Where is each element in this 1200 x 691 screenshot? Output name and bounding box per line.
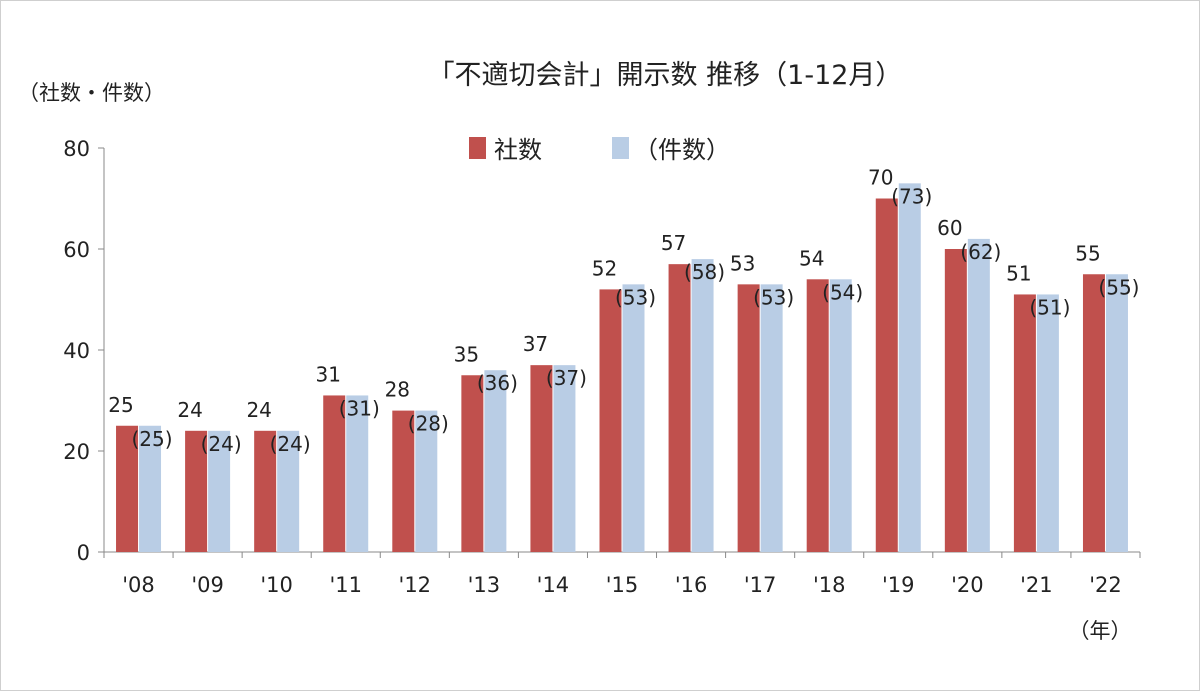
y-tick-label: 60 (63, 238, 90, 262)
data-label-series-2: (31) (339, 396, 380, 420)
y-tick-label: 0 (77, 541, 90, 565)
x-tick-label: '12 (399, 573, 432, 597)
data-label-series-2: (25) (132, 427, 173, 451)
legend-swatch-series-2 (612, 137, 629, 159)
data-label-series-2: (58) (684, 260, 725, 284)
x-tick-label: '22 (1089, 573, 1122, 597)
legend-swatch-series-1 (469, 137, 486, 159)
y-axis-label: （社数・件数） (18, 81, 165, 105)
bar-series-1 (599, 289, 622, 552)
bar-series-2 (208, 430, 231, 552)
x-axis: '08 '09 '10 '11 '12 '13 '14 '15 '16 '17 '18 '19 '20 '… (103, 551, 1141, 597)
x-tick-label: '08 (122, 573, 155, 597)
data-label-series-1: 35 (454, 342, 479, 366)
data-label-series-1: 52 (592, 256, 617, 280)
data-label-series-1: 28 (385, 378, 410, 402)
x-tick-label: '10 (260, 573, 293, 597)
data-label-series-2: (62) (960, 240, 1001, 264)
data-label-series-1: 60 (937, 216, 962, 240)
data-label-series-1: 24 (246, 398, 271, 422)
bar-series-1 (185, 430, 208, 552)
data-labels: 25(25)24(24)24(24)31(31)28(28)35(36)37(3… (108, 166, 1139, 456)
bar-series-1 (530, 365, 553, 552)
data-label-series-1: 55 (1075, 241, 1100, 265)
bar-series-1 (254, 430, 277, 552)
data-label-series-2: (37) (546, 366, 587, 390)
bar-series-1 (323, 395, 346, 552)
bar-series-2 (346, 395, 369, 552)
data-label-series-1: 31 (316, 362, 341, 386)
bar-series-1 (392, 410, 415, 552)
x-tick-label: '17 (744, 573, 777, 597)
data-label-series-2: (51) (1029, 295, 1070, 319)
data-label-series-2: (55) (1098, 275, 1139, 299)
bar-series-2 (898, 183, 921, 552)
bar-series-2 (622, 284, 645, 552)
legend-label-series-1: 社数 (494, 136, 542, 164)
data-label-series-1: 25 (108, 393, 133, 417)
x-tick-label: '15 (606, 573, 639, 597)
bar-series-1 (1013, 294, 1036, 552)
chart-title: 「不適切会計」開示数 推移（1-12月） (428, 60, 903, 91)
bar-series-1 (668, 264, 691, 552)
data-label-series-1: 24 (177, 398, 202, 422)
x-tick-label: '20 (951, 573, 984, 597)
bar-series-2 (760, 284, 783, 552)
bar-series-1 (944, 249, 967, 552)
data-label-series-1: 57 (661, 231, 686, 255)
data-label-series-2: (54) (822, 280, 863, 304)
x-axis-label: （年） (1069, 619, 1132, 643)
x-tick-label: '18 (813, 573, 846, 597)
bar-series-2 (1036, 294, 1059, 552)
data-label-series-1: 37 (523, 332, 548, 356)
bar-series-2 (415, 410, 438, 552)
y-tick-label: 20 (63, 440, 90, 464)
bar-series-1 (461, 375, 484, 552)
x-tick-label: '11 (329, 573, 362, 597)
data-label-series-1: 51 (1006, 261, 1031, 285)
bar-series-1 (737, 284, 760, 552)
data-label-series-1: 53 (730, 251, 755, 275)
bar-series-2 (553, 365, 576, 552)
data-label-series-2: (53) (753, 285, 794, 309)
data-label-series-2: (24) (270, 432, 311, 456)
y-tick-label: 40 (63, 339, 90, 363)
data-label-series-2: (24) (201, 432, 242, 456)
x-tick-label: '13 (468, 573, 501, 597)
bar-series-2 (139, 425, 162, 552)
bar-series-1 (116, 425, 139, 552)
data-label-series-1: 70 (868, 166, 893, 190)
bar-series-1 (806, 279, 829, 552)
bar-series-2 (967, 238, 990, 552)
bar-series-2 (484, 370, 507, 552)
y-axis: 0 20 40 60 80 (63, 137, 105, 565)
legend-label-series-2: （件数） (634, 136, 730, 164)
data-label-series-2: (28) (408, 412, 449, 436)
bar-series-2 (691, 259, 714, 552)
bar-series-2 (1105, 274, 1128, 552)
data-label-series-2: (73) (891, 184, 932, 208)
y-tick-label: 80 (63, 137, 90, 161)
bar-series-2 (277, 430, 300, 552)
data-label-series-2: (36) (477, 371, 518, 395)
bars (116, 183, 1128, 552)
data-label-series-1: 54 (799, 246, 824, 270)
x-tick-label: '14 (537, 573, 570, 597)
x-tick-label: '09 (191, 573, 224, 597)
x-tick-label: '21 (1020, 573, 1053, 597)
legend: 社数 （件数） (469, 136, 730, 164)
bar-series-1 (1082, 274, 1105, 552)
x-tick-label: '16 (675, 573, 708, 597)
x-tick-label: '19 (882, 573, 915, 597)
bar-series-2 (829, 279, 852, 552)
bar-series-1 (875, 198, 898, 552)
data-label-series-2: (53) (615, 285, 656, 309)
